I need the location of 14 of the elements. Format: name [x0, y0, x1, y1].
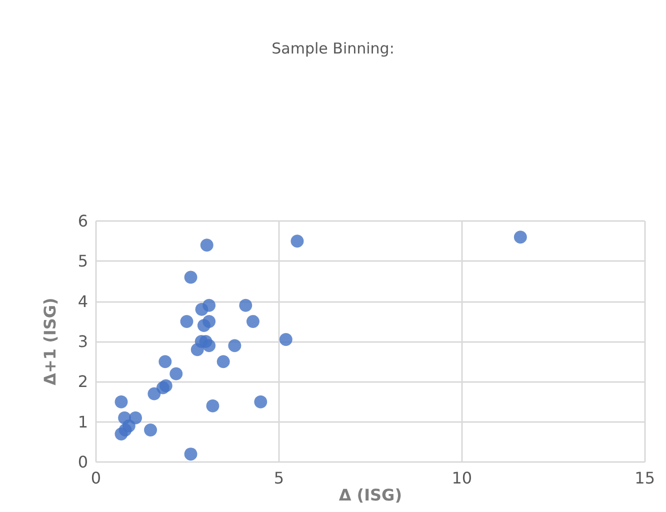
y-tick-label: 1 [78, 412, 88, 432]
chart-title: Sample Binning: [272, 40, 394, 58]
y-tick-label: 4 [78, 292, 88, 311]
y-tick-label: 6 [78, 212, 88, 230]
y-tick-label: 2 [78, 372, 88, 392]
x-tick-label: 10 [452, 468, 472, 488]
y-tick-label: 5 [78, 252, 88, 271]
y-tick-label: 3 [78, 332, 88, 352]
x-tick-label: 0 [90, 468, 102, 488]
x-tick-label: 5 [274, 468, 284, 488]
y-axis-title: Δ+1 (ISG) [40, 298, 60, 386]
y-tick-label: 0 [78, 452, 88, 472]
x-tick-label: 15 [634, 468, 655, 488]
x-axis-title: Δ (ISG) [338, 486, 402, 504]
